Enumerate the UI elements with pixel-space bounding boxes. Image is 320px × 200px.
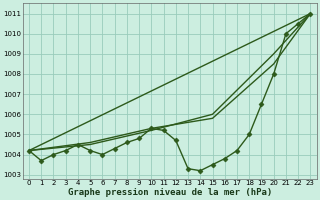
X-axis label: Graphe pression niveau de la mer (hPa): Graphe pression niveau de la mer (hPa)	[68, 188, 272, 197]
